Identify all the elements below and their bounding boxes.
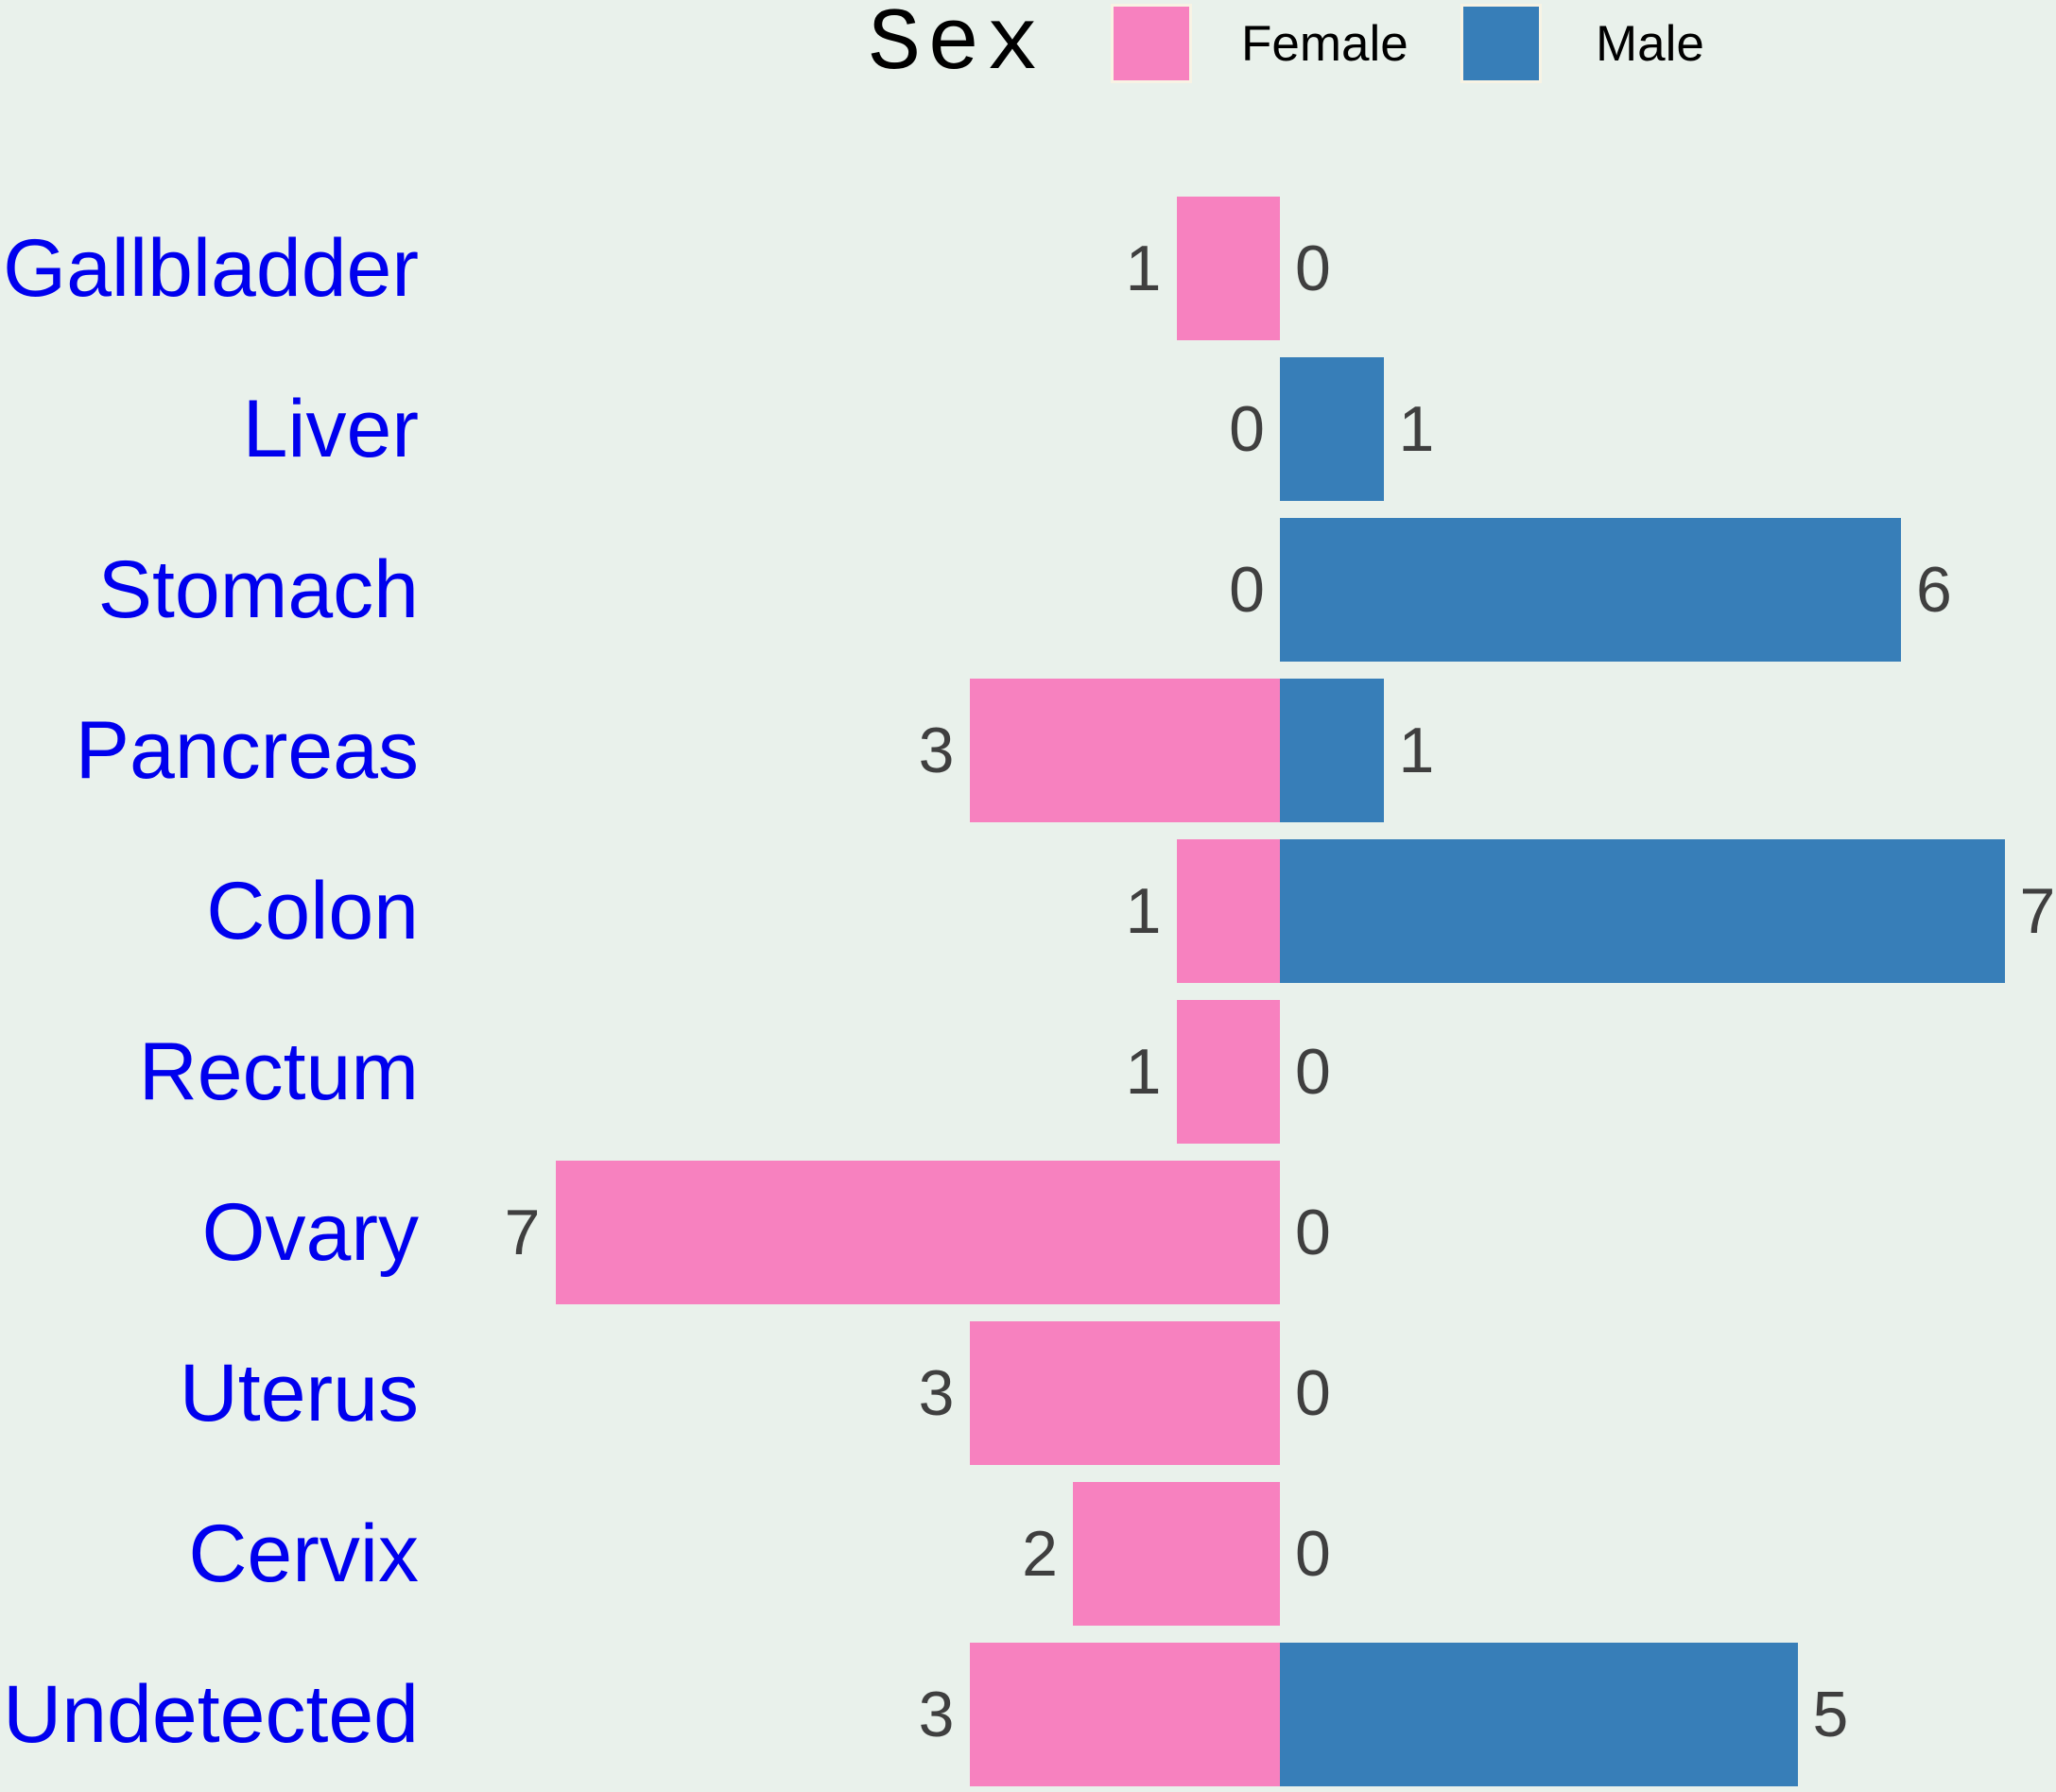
male-bar — [1280, 679, 1384, 822]
category-label: Colon — [206, 865, 419, 956]
male-value-label: 7 — [2019, 875, 2056, 947]
female-value-label: 2 — [1022, 1518, 1058, 1590]
male-value-label: 0 — [1295, 1357, 1331, 1429]
chart-row-undetected: Undetected 3 5 — [0, 1643, 2056, 1786]
male-value-label: 0 — [1295, 233, 1331, 304]
female-value-label: 3 — [918, 1679, 955, 1750]
female-bar — [1176, 1000, 1280, 1144]
category-label: Gallbladder — [3, 222, 419, 314]
male-value-label: 0 — [1295, 1036, 1331, 1108]
female-value-label: 1 — [1125, 233, 1162, 304]
chart-row-ovary: Ovary 7 0 — [0, 1161, 2056, 1304]
female-value-label: 7 — [504, 1197, 541, 1268]
male-value-label: 1 — [1398, 393, 1435, 465]
male-bar — [1280, 1643, 1798, 1786]
legend: Sex Female Male — [0, 0, 2056, 95]
male-bar — [1280, 518, 1901, 662]
female-value-label: 1 — [1125, 1036, 1162, 1108]
female-value-label: 0 — [1229, 393, 1265, 465]
female-bar — [1176, 839, 1280, 983]
male-bar — [1280, 357, 1384, 501]
category-label: Pancreas — [75, 704, 419, 796]
category-label: Rectum — [138, 1025, 419, 1117]
female-bar — [969, 1321, 1280, 1465]
category-label: Cervix — [188, 1508, 419, 1599]
chart-row-rectum: Rectum 1 0 — [0, 1000, 2056, 1144]
chart-row-pancreas: Pancreas 3 1 — [0, 679, 2056, 822]
female-bar — [1176, 197, 1280, 340]
female-value-label: 1 — [1125, 875, 1162, 947]
chart-row-gallbladder: Gallbladder 1 0 — [0, 197, 2056, 340]
category-label: Stomach — [97, 543, 419, 635]
legend-title: Sex — [868, 0, 1045, 95]
category-label: Ovary — [201, 1186, 419, 1278]
male-value-label: 6 — [1916, 554, 1952, 626]
chart-row-cervix: Cervix 2 0 — [0, 1482, 2056, 1626]
category-label: Liver — [242, 383, 419, 474]
legend-swatch-female-icon — [1111, 4, 1192, 83]
chart-row-liver: Liver 0 1 — [0, 357, 2056, 501]
female-bar — [969, 1643, 1280, 1786]
male-value-label: 0 — [1295, 1518, 1331, 1590]
legend-label-female: Female — [1241, 15, 1408, 72]
chart-row-uterus: Uterus 3 0 — [0, 1321, 2056, 1465]
legend-swatch-male-icon — [1460, 4, 1542, 83]
female-value-label: 3 — [918, 715, 955, 786]
chart-row-colon: Colon 1 7 — [0, 839, 2056, 983]
legend-label-male: Male — [1596, 15, 1704, 72]
female-bar — [1073, 1482, 1280, 1626]
category-label: Undetected — [3, 1668, 419, 1760]
male-value-label: 0 — [1295, 1197, 1331, 1268]
female-bar — [555, 1161, 1280, 1304]
category-label: Uterus — [179, 1347, 419, 1439]
female-value-label: 3 — [918, 1357, 955, 1429]
female-value-label: 0 — [1229, 554, 1265, 626]
male-value-label: 5 — [1812, 1679, 1849, 1750]
male-bar — [1280, 839, 2005, 983]
female-bar — [969, 679, 1280, 822]
male-value-label: 1 — [1398, 715, 1435, 786]
chart-row-stomach: Stomach 0 6 — [0, 518, 2056, 662]
